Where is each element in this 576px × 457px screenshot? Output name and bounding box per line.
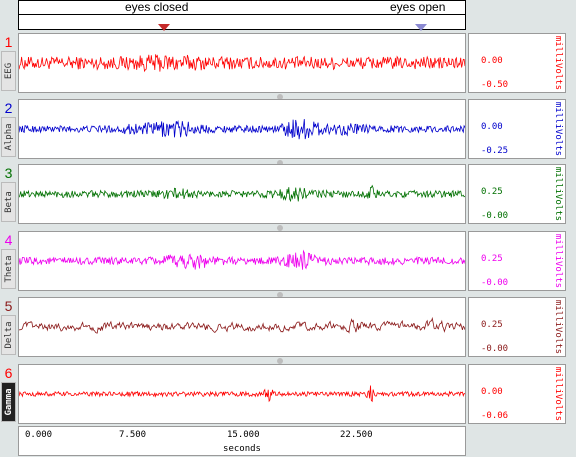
channel-name: Alpha [3, 123, 14, 151]
channel-label-tab[interactable]: Theta [1, 249, 16, 289]
channel-label-tab[interactable]: Alpha [1, 117, 16, 157]
channel-name: Beta [3, 191, 14, 213]
scale-value: -0.06 [481, 411, 509, 421]
scale-value: -0.00 [481, 211, 509, 221]
resize-handle[interactable] [277, 225, 283, 231]
waveform-line [18, 385, 466, 403]
channel-name: Theta [3, 255, 14, 283]
scale-unit: milliVolts [553, 166, 563, 222]
channel-label-tab[interactable]: Beta [1, 182, 16, 222]
waveform-line [18, 316, 466, 334]
waveform-line [18, 249, 466, 270]
waveform-plot[interactable] [18, 297, 466, 357]
amplitude-scale[interactable]: 0.00 -0.50 milliVolts [468, 33, 566, 93]
channel-number: 4 [4, 232, 13, 248]
scale-unit: milliVolts [553, 233, 563, 289]
waveform-plot[interactable] [18, 33, 466, 93]
waveform-line [18, 119, 466, 140]
resize-handle[interactable] [277, 358, 283, 364]
waveform-plot[interactable] [18, 364, 466, 424]
eyes-open-marker-icon[interactable] [415, 24, 427, 31]
channel-number: 3 [4, 165, 13, 181]
scale-value: -0.50 [481, 80, 509, 90]
eyes-closed-marker-icon[interactable] [158, 24, 170, 31]
x-tick-label: 7.500 [119, 430, 147, 440]
x-axis-label: seconds [223, 444, 261, 454]
scale-value: -0.00 [481, 344, 509, 354]
scale-unit: milliVolts [553, 35, 563, 91]
scale-value: -0.25 [481, 146, 509, 156]
waveform-trace [18, 385, 466, 403]
waveform-trace [18, 54, 466, 73]
amplitude-scale[interactable]: 0.25 -0.00 milliVolts [468, 231, 566, 291]
scale-value: 0.00 [481, 387, 503, 397]
x-tick-label: 0.000 [25, 430, 53, 440]
scale-unit: milliVolts [553, 366, 563, 422]
x-tick-label: 15.000 [227, 430, 260, 440]
channel-name: Gamma [3, 388, 14, 416]
scale-unit: milliVolts [553, 101, 563, 157]
waveform-line [18, 184, 466, 203]
scale-value: 0.00 [481, 56, 503, 66]
channel-number: 6 [4, 365, 13, 381]
waveform-trace [18, 316, 466, 334]
marker-label-eyes-closed: eyes closed [125, 0, 189, 14]
scale-value: 0.00 [481, 122, 503, 132]
scale-value: 0.25 [481, 187, 503, 197]
waveform-trace [18, 119, 466, 140]
waveform-plot[interactable] [18, 99, 466, 159]
channel-number: 5 [4, 298, 13, 314]
channel-label-tab[interactable]: EEG [1, 51, 16, 91]
scale-value: 0.25 [481, 254, 503, 264]
waveform-trace [18, 184, 466, 203]
resize-handle[interactable] [277, 160, 283, 166]
channel-number: 1 [4, 34, 13, 50]
waveform-plot[interactable] [18, 231, 466, 291]
scale-unit: milliVolts [553, 299, 563, 355]
channel-label-tab[interactable]: Delta [1, 315, 16, 355]
event-marker-bar[interactable]: eyes closed eyes open [18, 0, 466, 31]
resize-handle[interactable] [277, 292, 283, 298]
time-axis: 0.000 7.500 15.000 22.500 seconds [18, 426, 466, 456]
waveform-trace [18, 249, 466, 270]
amplitude-scale[interactable]: 0.25 -0.00 milliVolts [468, 164, 566, 224]
x-tick-label: 22.500 [340, 430, 373, 440]
channel-number: 2 [4, 100, 13, 116]
scale-value: 0.25 [481, 320, 503, 330]
amplitude-scale[interactable]: 0.25 -0.00 milliVolts [468, 297, 566, 357]
waveform-plot[interactable] [18, 164, 466, 224]
channel-name: EEG [3, 62, 14, 80]
resize-handle[interactable] [277, 94, 283, 100]
amplitude-scale[interactable]: 0.00 -0.06 milliVolts [468, 364, 566, 424]
marker-label-eyes-open: eyes open [390, 0, 446, 14]
scale-value: -0.00 [481, 278, 509, 288]
channel-name: Delta [3, 321, 14, 349]
marker-baseline [19, 14, 465, 15]
channel-label-tab[interactable]: Gamma [1, 382, 16, 422]
waveform-line [18, 54, 466, 73]
amplitude-scale[interactable]: 0.00 -0.25 milliVolts [468, 99, 566, 159]
